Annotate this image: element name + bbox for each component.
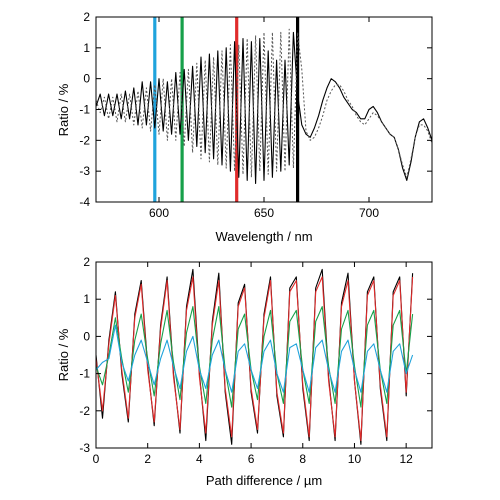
y-tick-label: 0 — [83, 72, 90, 86]
y-tick-label: -2 — [79, 404, 90, 418]
x-tick-label: 6 — [248, 452, 255, 466]
series-group — [96, 28, 432, 185]
y-tick-label: -2 — [79, 133, 90, 147]
x-tick-label: 700 — [359, 206, 379, 220]
x-tick-label: 0 — [93, 452, 100, 466]
y-tick-label: 2 — [83, 255, 90, 269]
y-axis-label: Ratio / % — [56, 83, 71, 136]
x-tick-label: 4 — [196, 452, 203, 466]
y-tick-label: 0 — [83, 329, 90, 343]
tick-group: 600 650 700 -4 -3 -2 -1 0 1 2 — [79, 10, 432, 220]
series-line-blue — [96, 324, 414, 393]
x-tick-label: 10 — [348, 452, 362, 466]
y-tick-label: 1 — [83, 292, 90, 306]
y-tick-label: -1 — [79, 367, 90, 381]
x-tick-label: 8 — [299, 452, 306, 466]
series-line-red — [96, 276, 414, 442]
y-tick-label: -4 — [79, 195, 90, 209]
x-axis-label: Path difference / µm — [206, 473, 322, 488]
wavelength-chart: 600 650 700 -4 -3 -2 -1 0 1 2 Wavelength / nm Rat… — [56, 10, 433, 244]
plot-frame — [95, 261, 433, 449]
y-tick-label: 1 — [83, 41, 90, 55]
x-tick-label: 2 — [144, 452, 151, 466]
series-line-dotted — [96, 28, 432, 178]
series-line-black — [96, 31, 432, 185]
y-tick-label: 2 — [83, 10, 90, 24]
x-axis-label: Wavelength / nm — [215, 229, 312, 244]
x-tick-label: 600 — [149, 206, 169, 220]
marker-lines — [153, 17, 300, 202]
x-tick-label: 12 — [399, 452, 413, 466]
y-tick-label: -1 — [79, 103, 90, 117]
y-tick-label: -3 — [79, 164, 90, 178]
y-axis-label: Ratio / % — [56, 328, 71, 381]
y-tick-label: -3 — [79, 441, 90, 455]
series-group — [96, 268, 414, 445]
x-tick-label: 650 — [254, 206, 274, 220]
